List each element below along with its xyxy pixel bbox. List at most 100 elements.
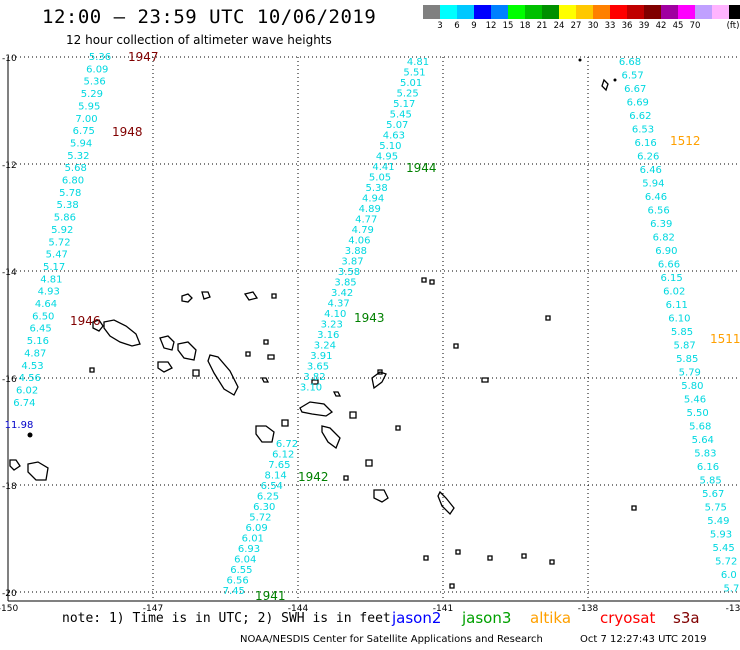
legend-jason2: jason2 (392, 609, 442, 627)
color-swatch (508, 5, 525, 19)
swh-value-right: 5.64 (692, 435, 714, 446)
swh-value-right: 5.7 (723, 584, 739, 595)
footer-note: note: 1) Time is in UTC; 2) SWH is in fe… (62, 611, 391, 626)
island-outline (429, 279, 435, 285)
swh-value-middle: 4.95 (376, 152, 398, 163)
swh-value-right: 6.68 (619, 57, 641, 68)
swh-value-middle: 3.65 (307, 362, 329, 373)
swh-value-right: 6.26 (637, 152, 659, 163)
credit-text: NOAA/NESDIS Center for Satellite Applica… (240, 634, 543, 645)
island-outline (421, 277, 427, 283)
color-swatch (559, 5, 576, 19)
color-scale-label: 42 (655, 21, 667, 31)
island-outline (281, 419, 289, 427)
swh-value-middle: 4.81 (407, 57, 429, 68)
island-outline (371, 371, 387, 390)
island-outline (9, 459, 21, 471)
pass-time-label: 1511 (710, 332, 740, 346)
swh-value-left: 6.80 (62, 176, 84, 187)
swh-value-left: 4.64 (35, 299, 57, 310)
swh-value-middle: 6.30 (253, 502, 275, 513)
swh-value-right: 6.46 (645, 192, 667, 203)
y-axis-label: -10 (2, 54, 17, 64)
swh-value-right: 6.53 (632, 125, 654, 136)
pass-time-label: 1512 (670, 134, 701, 148)
legend-s3a: s3a (673, 609, 700, 627)
swh-value-right: 5.85 (676, 354, 698, 365)
color-scale-label: 36 (621, 21, 633, 31)
x-axis-label: -138 (578, 604, 599, 614)
swh-value-left: 5.94 (70, 138, 92, 149)
swh-value-middle: 4.10 (324, 309, 346, 320)
y-axis-label: -12 (2, 161, 17, 171)
color-swatch (627, 5, 644, 19)
x-axis-label: -141 (433, 604, 453, 614)
swh-value-right: 5.49 (707, 516, 729, 527)
island-outline (481, 377, 489, 383)
swh-value-middle: 5.05 (369, 173, 391, 184)
swh-value-left: 5.38 (56, 200, 78, 211)
swh-value-left: 4.53 (21, 361, 43, 372)
chart-title: 12:00 – 23:59 UTC 10/06/2019 (42, 6, 377, 28)
swh-value-middle: 5.01 (400, 78, 422, 89)
swh-value-left: 6.50 (32, 311, 54, 322)
swh-value-left: 5.86 (54, 213, 76, 224)
color-swatch (729, 5, 740, 19)
island-outline (549, 559, 555, 565)
island-outline (343, 475, 349, 481)
island-outline (245, 351, 251, 357)
color-swatch (593, 5, 610, 19)
swh-value-right: 6.0 (721, 570, 737, 581)
swh-value-right: 6.67 (624, 84, 646, 95)
island-outline (192, 369, 200, 377)
color-swatch (525, 5, 542, 19)
island-outline (255, 425, 275, 443)
swh-value-middle: 5.07 (386, 120, 408, 131)
color-scale-label: 39 (638, 21, 650, 31)
swh-value-right: 6.16 (697, 462, 719, 473)
island-outline (521, 553, 527, 559)
color-scale-label: 6 (454, 21, 460, 31)
color-scale-label: 9 (471, 21, 477, 31)
swh-value-right: 6.15 (660, 273, 682, 284)
swh-value-left: 5.29 (81, 89, 103, 100)
swh-value-middle: 6.25 (257, 492, 279, 503)
swh-value-middle: 8.14 (264, 471, 286, 482)
swh-value-right: 6.82 (653, 233, 675, 244)
generated-timestamp: Oct 7 12:27:43 UTC 2019 (580, 634, 707, 645)
color-swatch (661, 5, 678, 19)
swh-value-middle: 7.45 (223, 586, 245, 597)
color-scale-label: (ft) (726, 21, 740, 31)
x-axis-label: -150 (0, 604, 18, 614)
island-outline (423, 555, 429, 561)
swh-value-right: 5.85 (671, 327, 693, 338)
island-outline (243, 291, 259, 301)
island-outline (487, 555, 493, 561)
color-swatch (610, 5, 627, 19)
island-outline (159, 335, 175, 351)
color-scale-label: 18 (519, 21, 531, 31)
island-outline (437, 490, 455, 516)
color-swatch (491, 5, 508, 19)
pass-time-label: 1946 (70, 314, 101, 328)
island-outline (395, 425, 401, 431)
swh-value-middle: 4.77 (355, 215, 377, 226)
swh-value-right: 6.16 (634, 138, 656, 149)
swh-value-left: 4.87 (24, 348, 46, 359)
legend-jason3: jason3 (462, 609, 512, 627)
swh-value-right: 5.87 (673, 341, 695, 352)
color-scale-label: 30 (587, 21, 599, 31)
swh-value-right: 5.45 (712, 543, 734, 554)
island-outline (103, 319, 141, 347)
color-scale-label: 70 (689, 21, 701, 31)
swh-value-right: 5.67 (702, 489, 724, 500)
swh-value-left: 4.93 (38, 287, 60, 298)
swh-value-right: 6.39 (650, 219, 672, 230)
swh-value-left: 5.16 (27, 336, 49, 347)
pass-time-label: 1948 (112, 125, 143, 139)
pass-time-label: 1947 (128, 50, 159, 64)
swh-value-middle: 5.17 (393, 99, 415, 110)
color-scale-label: 12 (485, 21, 497, 31)
x-axis-label: -144 (288, 604, 309, 614)
swh-value-middle: 3.10 (300, 383, 322, 394)
